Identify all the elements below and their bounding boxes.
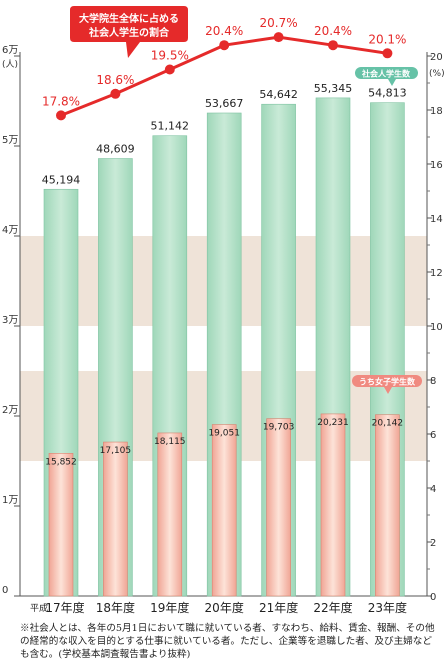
- right-tick-label-7: 14: [430, 214, 443, 225]
- ratio-point-1: [110, 88, 121, 99]
- female-bar-label-3: 19,051: [208, 429, 240, 439]
- ratio-label-1: 18.6%: [96, 73, 134, 87]
- ratio-callout-line-1: 大学院生全体に占める: [79, 12, 179, 25]
- right-tick-label-0: 0: [430, 592, 436, 603]
- ratio-point-3: [219, 40, 230, 51]
- female-bar-label-5: 20,231: [317, 418, 349, 428]
- ratio-label-0: 17.8%: [42, 94, 80, 108]
- right-tick-label-9: 18: [430, 106, 443, 117]
- left-tick-label-5: 5万: [2, 135, 18, 146]
- total-bar-label-1: 48,609: [96, 143, 135, 156]
- right-axis-unit: (%): [429, 69, 445, 79]
- left-tick-label-3: 3万: [2, 315, 18, 326]
- female-bar-2: [157, 432, 183, 597]
- left-tick-label-4: 4万: [2, 225, 18, 236]
- total-bar-label-5: 55,345: [314, 82, 353, 95]
- female-bar-3: [211, 424, 237, 597]
- ratio-label-5: 20.4%: [314, 24, 352, 38]
- female-bar-1: [103, 441, 128, 597]
- female-bar-label-6: 20,142: [372, 419, 404, 429]
- category-label-1: 18年度: [96, 600, 135, 615]
- total-callout-label: 社会人学生数: [361, 69, 411, 79]
- total-bar-label-0: 45,194: [42, 173, 81, 186]
- female-bar-label-4: 19,703: [263, 423, 295, 433]
- female-bar-label-0: 15,852: [45, 457, 77, 467]
- right-tick-label-5: 10: [430, 322, 443, 333]
- female-bar-label-2: 18,115: [154, 437, 186, 447]
- ratio-point-0: [56, 110, 66, 121]
- ratio-point-6: [382, 48, 393, 59]
- ratio-label-4: 20.7%: [260, 16, 298, 30]
- right-tick-label-8: 16: [430, 160, 443, 171]
- category-label-4: 21年度: [259, 600, 298, 615]
- ratio-point-2: [164, 64, 175, 75]
- ratio-label-3: 20.4%: [205, 24, 243, 38]
- right-tick-label-6: 12: [430, 268, 443, 279]
- ratio-callout-box: [70, 6, 188, 58]
- female-bar-6: [375, 414, 400, 597]
- total-bar-label-6: 54,813: [368, 87, 407, 100]
- category-label-5: 22年度: [313, 600, 352, 615]
- female-bar-label-1: 17,105: [100, 446, 132, 456]
- left-tick-label-0: 0: [2, 585, 8, 596]
- total-bar-label-2: 51,142: [151, 120, 190, 133]
- category-label-0: 17年度: [45, 600, 84, 615]
- ratio-label-2: 19.5%: [151, 49, 189, 63]
- left-axis-unit: (人): [2, 59, 18, 70]
- category-prefix: 平成: [30, 602, 48, 614]
- right-tick-label-1: 2: [430, 538, 436, 549]
- category-label-2: 19年度: [150, 600, 189, 615]
- bar-line-chart: 0 1万 2万 3万 4万 5万 6万 (人) 0 2 4 6 8 10 12 14 16 18 20 (%) 45,1…: [2, 6, 445, 615]
- left-tick-label-2: 2万: [2, 405, 18, 416]
- right-tick-label-4: 8: [430, 376, 436, 387]
- left-tick-label-1: 1万: [2, 495, 18, 506]
- right-tick-label-2: 4: [430, 484, 436, 495]
- total-callout-pointer: [388, 79, 396, 86]
- female-bar-5: [320, 413, 346, 597]
- ratio-callout-line-2: 社会人学生の割合: [88, 26, 170, 39]
- footnote: ※社会人とは、各年の5月1日において職に就いている者、すなわち、給料、賃金、報酬…: [20, 623, 435, 660]
- ratio-point-5: [328, 40, 338, 51]
- female-callout-label: うち女子学生数: [359, 377, 416, 387]
- ratio-label-6: 20.1%: [368, 32, 406, 46]
- female-bar-0: [48, 453, 74, 597]
- ratio-point-4: [273, 32, 284, 43]
- female-bar-4: [266, 418, 291, 597]
- right-tick-label-10: 20: [430, 52, 443, 63]
- right-tick-label-3: 6: [430, 430, 436, 441]
- female-callout-box: [352, 375, 422, 387]
- left-tick-label-6: 6万: [2, 45, 18, 56]
- category-label-6: 23年度: [368, 600, 407, 615]
- total-bar-label-3: 53,667: [205, 97, 244, 110]
- female-callout-pointer: [384, 387, 392, 394]
- total-callout-box: [355, 67, 418, 79]
- category-label-3: 20年度: [205, 600, 244, 615]
- total-bar-label-4: 54,642: [259, 88, 298, 101]
